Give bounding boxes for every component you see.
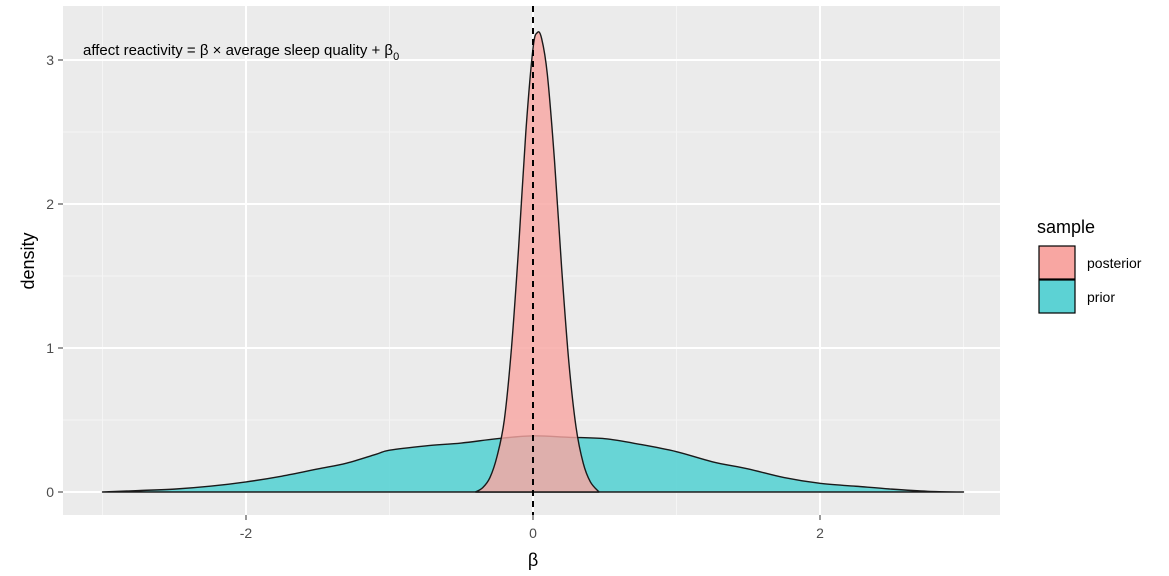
y-axis-ticks: 0 1 2 3 — [46, 52, 63, 500]
density-areas — [101, 31, 965, 493]
y-tick-label: 1 — [46, 340, 54, 356]
legend-title: sample — [1037, 217, 1095, 237]
x-tick-label: -2 — [240, 525, 253, 541]
y-tick-label: 3 — [46, 52, 54, 68]
equation-annotation: affect reactivity = β × average sleep qu… — [83, 42, 399, 63]
x-tick-label: 2 — [816, 525, 824, 541]
equation-annotation-subscript: 0 — [393, 51, 399, 63]
equation-annotation-main: affect reactivity = β × average sleep qu… — [83, 42, 393, 59]
x-axis-ticks: -2 0 2 — [240, 515, 824, 541]
legend-key-posterior — [1038, 245, 1076, 280]
y-tick-label: 2 — [46, 196, 54, 212]
legend-key-prior — [1038, 279, 1076, 314]
y-axis-title: density — [18, 232, 38, 289]
x-axis-title: β — [528, 550, 538, 570]
y-tick-label: 0 — [46, 484, 54, 500]
legend: sample posterior prior — [1037, 217, 1142, 314]
x-tick-label: 0 — [529, 525, 537, 541]
legend-label-prior: prior — [1087, 289, 1115, 305]
legend-label-posterior: posterior — [1087, 255, 1142, 271]
density-area-posterior — [474, 31, 600, 493]
